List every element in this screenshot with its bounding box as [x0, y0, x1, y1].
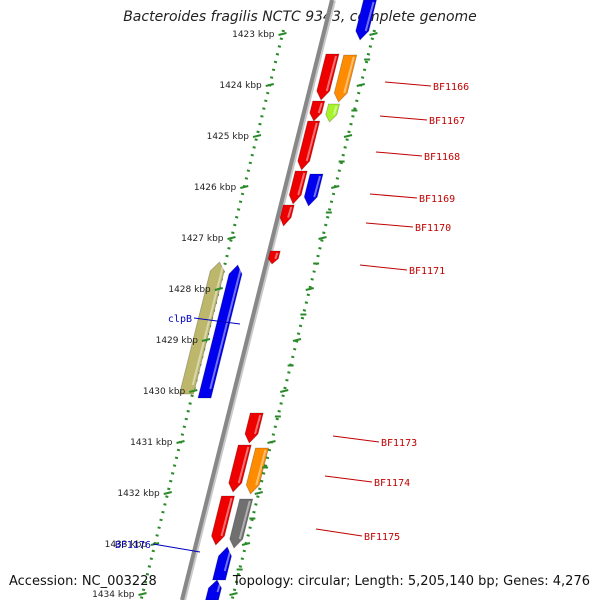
left-ruler-line [139, 29, 285, 600]
ruler-tick-label: 1431 kbp [130, 438, 173, 448]
ruler-ticks: 1423 kbp 1424 kbp 1425 kbp 1426 kbp 1427 kbp… [92, 30, 378, 600]
gene-label[interactable]: BF1169 [369, 193, 455, 205]
gene-label-text[interactable]: BF1175 [364, 532, 400, 543]
gene-arrow[interactable] [211, 495, 236, 546]
gene-label-text[interactable]: clpB [168, 314, 192, 325]
gene-features[interactable] [178, 0, 377, 600]
gene-label[interactable]: BF1173 [332, 435, 417, 449]
gene-arrow[interactable] [279, 204, 295, 227]
gene-leader-line [152, 543, 201, 553]
gene-leader-line [315, 528, 363, 537]
gene-label-text[interactable]: BF1170 [415, 223, 451, 234]
gene-label-text[interactable]: BF1167 [429, 116, 465, 127]
ruler-major-tick [292, 338, 302, 342]
ruler-major-tick [163, 491, 172, 495]
gene-label[interactable]: clpB [168, 314, 241, 325]
gene-arrow[interactable] [267, 250, 281, 265]
gene-leader-line [384, 81, 432, 87]
gene-leader-line [375, 151, 423, 157]
gene-label-text[interactable]: BF1171 [409, 266, 445, 277]
ruler-major-tick [265, 83, 274, 87]
gene-arrow[interactable] [178, 261, 225, 395]
gene-label[interactable]: BF1174 [324, 475, 410, 489]
ruler-major-tick [369, 32, 378, 36]
gene-label-text[interactable]: BF1166 [433, 82, 469, 93]
gene-leader-line [332, 435, 380, 443]
gene-arrow[interactable] [205, 579, 222, 600]
gene-leader-line [359, 264, 408, 271]
ruler-tick-label: 1428 kbp [168, 285, 211, 295]
gene-leader-line [365, 222, 414, 228]
gene-leader-line [193, 317, 241, 325]
ruler-major-tick [356, 83, 365, 87]
ruler-major-tick [189, 389, 198, 393]
gene-leader-line [324, 475, 373, 483]
gene-arrow[interactable] [303, 173, 324, 207]
ruler-tick-label: 1425 kbp [207, 132, 250, 142]
gene-label-text[interactable]: BF1168 [424, 152, 460, 163]
ruler-tick-label: 1427 kbp [181, 234, 224, 244]
gene-arrow[interactable] [245, 447, 270, 495]
right-ruler-line [230, 29, 376, 600]
ruler-major-tick [241, 542, 251, 546]
gene-label[interactable]: BF1168 [375, 151, 460, 163]
accession-text: Accession: NC_003228 [9, 574, 157, 589]
ruler-major-tick [331, 185, 340, 189]
backbone-line [180, 0, 334, 600]
gene-arrow[interactable] [197, 264, 243, 399]
gene-leader-line [369, 193, 418, 199]
gene-arrow[interactable] [333, 54, 358, 103]
genome-backbone [180, 0, 336, 600]
ruler-major-tick [229, 592, 238, 596]
gene-arrow[interactable] [316, 53, 340, 101]
ruler-major-tick [305, 287, 314, 291]
gene-arrow[interactable] [244, 412, 264, 444]
gene-arrow[interactable] [229, 498, 254, 549]
ruler-major-tick [214, 287, 223, 291]
gene-label-text[interactable]: BF1174 [374, 478, 410, 489]
ruler-lines [139, 29, 376, 600]
gene-arrow[interactable] [228, 444, 252, 493]
ruler-major-tick [278, 32, 287, 36]
gene-label[interactable]: BF1170 [365, 222, 451, 234]
ruler-major-tick [318, 236, 327, 240]
gene-label-text[interactable]: BF1173 [381, 438, 417, 449]
ruler-tick-label: 1429 kbp [156, 336, 199, 346]
ruler-major-tick [176, 440, 185, 444]
ruler-major-tick [138, 592, 147, 596]
genome-summary-text: Topology: circular; Length: 5,205,140 bp… [232, 574, 590, 589]
ruler-tick-label: 1434 kbp [92, 590, 135, 600]
gene-leader-line [379, 115, 428, 121]
gene-label[interactable]: BF1171 [359, 264, 445, 277]
ruler-tick-label: 1432 kbp [117, 489, 160, 499]
gene-arrow[interactable] [288, 170, 308, 205]
ruler-tick-label: 1426 kbp [194, 183, 237, 193]
gene-arrow[interactable] [325, 103, 341, 123]
ruler-major-tick [252, 134, 262, 138]
gene-labels[interactable]: BF1166 BF1167 BF1168 BF1169 BF1170 BF1171 BF11… [115, 81, 469, 553]
gene-arrow[interactable] [211, 546, 232, 581]
ruler-major-tick [240, 185, 249, 189]
ruler-tick-label: 1430 kbp [143, 387, 186, 397]
gene-label[interactable]: BF1166 [384, 81, 469, 93]
ruler-major-tick [267, 440, 276, 444]
gene-arrow[interactable] [297, 120, 321, 171]
gene-label[interactable]: BF1167 [379, 115, 465, 127]
ruler-major-tick [227, 236, 236, 240]
map-title: Bacteroides fragilis NCTC 9343, complete… [123, 9, 477, 25]
gene-arrow[interactable] [355, 0, 377, 41]
gene-label[interactable]: BF1176 [115, 540, 201, 553]
ruler-tick-label: 1423 kbp [232, 30, 275, 40]
ruler-major-tick [201, 338, 211, 342]
ruler-tick-label: 1433 kbp [105, 540, 148, 550]
ruler-major-tick [280, 389, 289, 393]
ruler-major-tick [343, 134, 353, 138]
ruler-tick-label: 1424 kbp [219, 81, 262, 91]
gene-label-text[interactable]: BF1176 [115, 540, 151, 551]
gene-arrow[interactable] [309, 100, 326, 122]
gene-label-text[interactable]: BF1169 [419, 194, 455, 205]
gene-label[interactable]: BF1175 [315, 528, 400, 543]
ruler-major-tick [254, 491, 263, 495]
